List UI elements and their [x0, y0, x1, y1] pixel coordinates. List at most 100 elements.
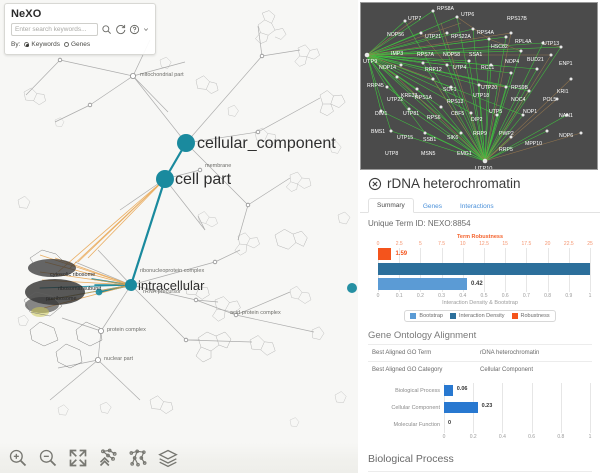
expand-network-icon[interactable]	[128, 448, 148, 468]
node-cellular-component[interactable]	[177, 134, 195, 152]
svg-text:CBF5: CBF5	[451, 111, 464, 117]
legend-swatch-bootstrap	[410, 313, 417, 319]
label-cell-part: cell part	[175, 171, 232, 188]
tab-interactions[interactable]: Interactions	[459, 203, 494, 210]
bar-interaction-density	[378, 263, 590, 275]
radio-keywords[interactable]: Keywords	[24, 41, 60, 48]
tree-leaf-clusters	[17, 10, 351, 427]
alignment-value-term: rDNA heterochromatin	[480, 350, 540, 356]
svg-text:NOP14: NOP14	[379, 65, 396, 71]
chart1-top-tick: 0	[376, 241, 380, 247]
svg-text:RPS17B: RPS17B	[507, 16, 527, 22]
svg-text:RRP9: RRP9	[473, 131, 487, 137]
chart1-top-tick: 17.5	[521, 241, 532, 247]
chart1-top-tick: 25	[587, 241, 593, 247]
svg-text:BMS1: BMS1	[371, 129, 385, 135]
gene-network-graph[interactable]: UTP9 UTP10 UTP7 RPS8A UTP6 NOP56 UTP21 R…	[361, 3, 598, 170]
gene-interaction-network-panel[interactable]: UTP9 UTP10 UTP7 RPS8A UTP6 NOP56 UTP21 R…	[360, 2, 598, 170]
svg-text:NAN1: NAN1	[559, 113, 573, 119]
svg-text:RPS13: RPS13	[447, 99, 464, 105]
ontology-tree-panel[interactable]: cellular_component cell part intracellul…	[0, 0, 358, 473]
tab-bar[interactable]: Summary Genes Interactions	[360, 193, 600, 213]
chart2-value-molecular-function: 0	[448, 420, 452, 426]
svg-text:SOF1: SOF1	[443, 87, 457, 93]
chart1-bottom-tick: 1	[588, 293, 592, 299]
radio-keywords-dot[interactable]	[24, 42, 30, 47]
chart1-top-tick: 2.5	[395, 241, 403, 247]
svg-text:RPS1A: RPS1A	[415, 95, 433, 101]
zoom-in-icon[interactable]	[8, 448, 28, 468]
svg-text:KRE33: KRE33	[401, 93, 418, 99]
chart1-top-tick: 5	[419, 241, 422, 247]
radio-genes-dot[interactable]	[63, 42, 69, 47]
chart2-x-tick: 0.8	[557, 434, 565, 440]
bar-bootstrap-value: 0.42	[471, 281, 483, 287]
chart1-bottom-tick: 0.7	[522, 293, 530, 299]
gene-label-utp9: UTP9	[363, 59, 377, 65]
layers-icon[interactable]	[158, 448, 178, 468]
chart2-gridline	[560, 383, 562, 433]
svg-text:DIM1: DIM1	[375, 111, 388, 117]
tab-summary[interactable]: Summary	[368, 198, 414, 213]
fit-screen-icon[interactable]	[68, 448, 88, 468]
search-row	[11, 23, 149, 36]
chart1-top-tick: 12.5	[479, 241, 489, 247]
zoom-out-icon[interactable]	[38, 448, 58, 468]
collapse-network-icon[interactable]	[98, 448, 118, 468]
svg-text:EMG1: EMG1	[457, 151, 472, 157]
chart1-top-tick: 7.5	[438, 241, 446, 247]
chart1-bottom-tick: 0.6	[501, 293, 509, 299]
legend-label-interaction-density: Interaction Density	[458, 313, 505, 319]
tree-nodes	[57, 53, 265, 363]
svg-text:POL5: POL5	[543, 97, 556, 103]
chart2-row-biological-process: Biological Process 0.06	[368, 383, 592, 399]
svg-text:NOP1: NOP1	[523, 109, 537, 115]
search-panel[interactable]: NeXO	[4, 3, 156, 55]
chart1-bottom-ticks: 0 0.1 0.2 0.3 0.4 0.5 0.6 0.7 0.8 0.9 1	[368, 293, 592, 301]
chart1-bottom-tick: 0.8	[544, 293, 552, 299]
gene-ontology-alignment-title: Gene Ontology Alignment	[368, 330, 477, 341]
search-icon[interactable]	[101, 24, 112, 35]
svg-text:HSC82: HSC82	[491, 44, 508, 50]
radio-genes[interactable]: Genes	[63, 41, 90, 48]
refresh-icon[interactable]	[115, 24, 126, 35]
chart2-gridline	[531, 383, 533, 433]
chevron-down-icon[interactable]	[143, 24, 149, 35]
bar-bootstrap	[378, 278, 468, 290]
svg-text:BUD21: BUD21	[527, 57, 544, 63]
svg-text:NOP4: NOP4	[505, 59, 519, 65]
svg-text:MPP10: MPP10	[525, 141, 542, 147]
alignment-value-category: Cellular Component	[480, 367, 534, 373]
svg-text:RPS22A: RPS22A	[451, 34, 471, 40]
ontology-tree-graph[interactable]	[0, 0, 358, 473]
legend-swatch-interaction-density	[449, 313, 456, 319]
legend-swatch-robustness	[511, 313, 518, 319]
chart1-top-tick: 15	[502, 241, 508, 247]
svg-text:KRI1: KRI1	[557, 89, 569, 95]
chart1-bottom-tick: 0	[376, 293, 380, 299]
chart1-bottom-tick: 0.3	[438, 293, 446, 299]
biological-process-title: Biological Process	[368, 453, 454, 465]
network-nodes	[364, 9, 583, 164]
node-cell-part[interactable]	[156, 170, 174, 188]
tab-genes[interactable]: Genes	[422, 203, 442, 210]
label-ribonucleoprotein-complex: ribonucleoprotein complex	[140, 268, 205, 274]
search-input[interactable]	[11, 23, 98, 36]
svg-text:RCL1: RCL1	[481, 65, 494, 71]
chart2-x-tick: 0.4	[498, 434, 506, 440]
tree-toolbar[interactable]	[0, 443, 358, 473]
svg-text:SSA1: SSA1	[469, 52, 482, 58]
major-nodes	[95, 134, 357, 296]
legend-item-bootstrap: Bootstrap	[410, 313, 443, 319]
chart1-plot: 1.59 0.42	[368, 248, 592, 292]
chart1-bottom-tick: 0.4	[459, 293, 467, 299]
search-by-label: By:	[11, 41, 21, 48]
node-intracellular[interactable]	[125, 279, 137, 291]
label-membrane: membrane	[205, 163, 232, 169]
svg-text:RRP5: RRP5	[499, 147, 513, 153]
help-icon[interactable]	[129, 24, 140, 35]
term-summary-panel[interactable]: rDNA heterochromatin Summary Genes Inter…	[360, 170, 600, 473]
chart1-bottom-tick: 0.5	[480, 293, 488, 299]
close-circle-icon[interactable]	[368, 177, 382, 191]
chart2-x-tick: 0.6	[528, 434, 536, 440]
